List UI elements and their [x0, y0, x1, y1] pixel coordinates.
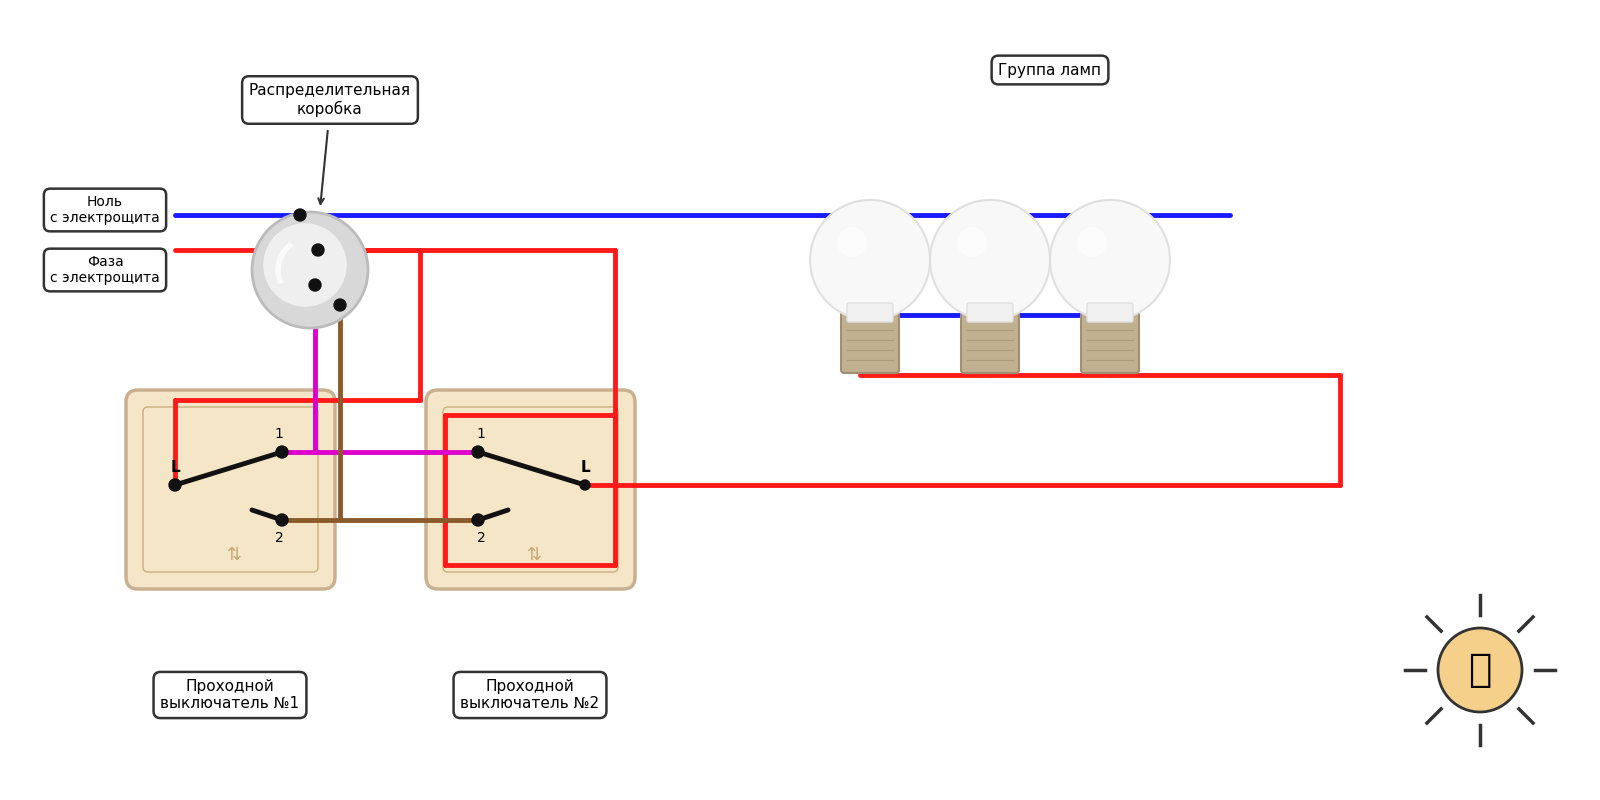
FancyBboxPatch shape — [1086, 303, 1133, 322]
Text: Проходной
выключатель №2: Проходной выключатель №2 — [461, 678, 600, 711]
Circle shape — [170, 480, 179, 490]
Circle shape — [294, 209, 306, 221]
Text: 1: 1 — [275, 427, 283, 441]
Circle shape — [312, 244, 323, 256]
FancyBboxPatch shape — [426, 390, 635, 589]
Circle shape — [334, 299, 346, 311]
Circle shape — [277, 515, 286, 525]
Circle shape — [1077, 227, 1107, 257]
Text: Группа ламп: Группа ламп — [998, 62, 1101, 78]
FancyBboxPatch shape — [846, 303, 893, 322]
Text: 1: 1 — [477, 427, 485, 441]
Circle shape — [474, 447, 483, 457]
Circle shape — [957, 227, 987, 257]
FancyBboxPatch shape — [966, 303, 1013, 322]
Circle shape — [253, 212, 368, 328]
Circle shape — [810, 200, 930, 320]
Circle shape — [474, 515, 483, 525]
FancyBboxPatch shape — [1082, 312, 1139, 373]
Circle shape — [472, 514, 483, 526]
Circle shape — [170, 479, 181, 491]
Circle shape — [579, 480, 590, 490]
Text: Ноль
с электрощита: Ноль с электрощита — [50, 195, 160, 225]
FancyBboxPatch shape — [842, 312, 899, 373]
Text: Проходной
выключатель №1: Проходной выключатель №1 — [160, 678, 299, 711]
Text: ⇅: ⇅ — [227, 546, 243, 564]
Circle shape — [277, 447, 286, 457]
Circle shape — [277, 515, 286, 525]
Circle shape — [170, 480, 179, 490]
Circle shape — [930, 200, 1050, 320]
FancyBboxPatch shape — [126, 390, 334, 589]
Circle shape — [837, 227, 867, 257]
Text: Фаза
с электрощита: Фаза с электрощита — [50, 255, 160, 285]
Text: L: L — [170, 459, 179, 474]
Text: 2: 2 — [477, 531, 485, 545]
FancyBboxPatch shape — [962, 312, 1019, 373]
Circle shape — [474, 447, 483, 457]
Text: 🤞: 🤞 — [1469, 651, 1491, 689]
Text: ⇅: ⇅ — [528, 546, 542, 564]
Circle shape — [277, 514, 288, 526]
Circle shape — [472, 446, 483, 458]
Circle shape — [309, 279, 322, 291]
Text: Распределительная
коробка: Распределительная коробка — [250, 83, 411, 117]
Circle shape — [1050, 200, 1170, 320]
Text: 2: 2 — [275, 531, 283, 545]
Circle shape — [1438, 628, 1522, 712]
Text: L: L — [581, 459, 590, 474]
Circle shape — [264, 223, 347, 306]
Circle shape — [474, 515, 483, 525]
Circle shape — [277, 446, 288, 458]
